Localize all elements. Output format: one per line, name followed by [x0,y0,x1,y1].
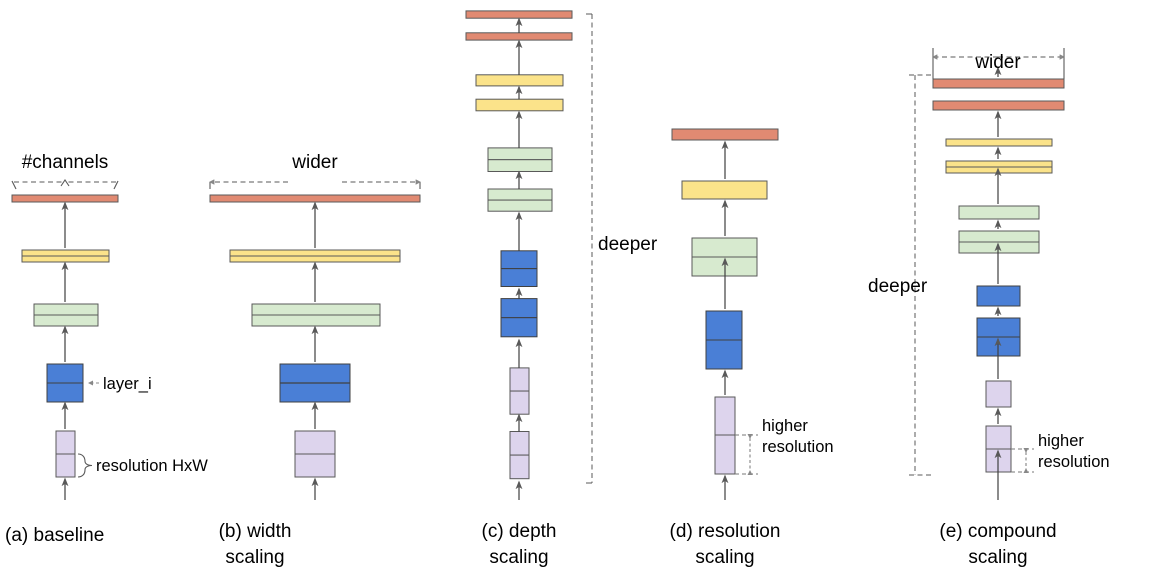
svg-text:wider: wider [291,152,338,173]
svg-text:(c) depth: (c) depth [482,521,557,542]
svg-text:resolution: resolution [762,438,834,456]
svg-text:wider: wider [974,52,1021,73]
svg-text:scaling: scaling [489,547,548,568]
svg-text:#channels: #channels [22,152,109,173]
svg-text:scaling: scaling [225,547,284,568]
svg-text:resolution HxW: resolution HxW [96,457,208,475]
svg-text:scaling: scaling [695,547,754,568]
svg-text:higher: higher [762,417,808,435]
svg-text:(d) resolution: (d) resolution [670,521,781,542]
svg-text:(e) compound: (e) compound [939,521,1056,542]
svg-text:deeper: deeper [868,276,928,297]
svg-text:layer_i: layer_i [103,375,152,393]
svg-text:higher: higher [1038,432,1084,450]
svg-text:resolution: resolution [1038,453,1110,471]
svg-text:deeper: deeper [598,234,658,255]
svg-text:(a) baseline: (a) baseline [5,525,104,546]
svg-text:(b) width: (b) width [219,521,292,542]
svg-text:scaling: scaling [968,547,1027,568]
